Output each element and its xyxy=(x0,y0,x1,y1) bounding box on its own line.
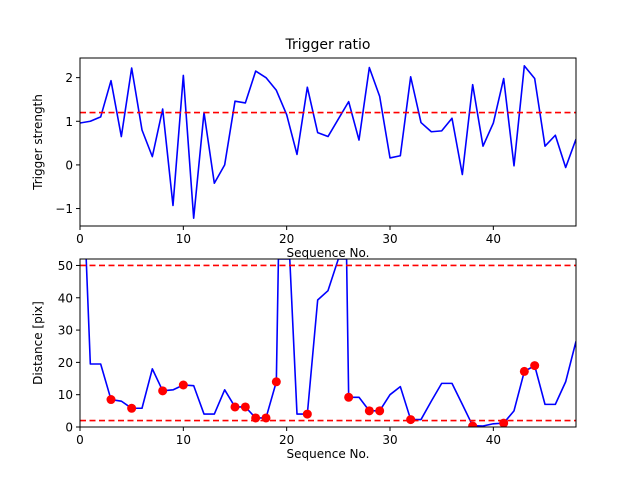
y-tick-label: 30 xyxy=(58,324,73,338)
scatter-point xyxy=(230,402,240,412)
y-tick-label: −1 xyxy=(55,202,73,216)
series-line xyxy=(85,259,576,427)
scatter-point xyxy=(302,409,312,419)
plot-area xyxy=(80,65,576,219)
distance-plot: Sequence No. Distance [pix] 0 10 20 30 40 0 10… xyxy=(31,258,577,461)
y-tick-label: 2 xyxy=(65,71,73,85)
y-tick-label: 20 xyxy=(58,356,73,370)
y-tick-label: 40 xyxy=(58,291,73,305)
y-tick-label: 0 xyxy=(65,158,73,172)
y-tick-label: 50 xyxy=(58,259,73,273)
x-tick-label: 30 xyxy=(382,433,397,447)
x-axis-label: Sequence No. xyxy=(287,246,370,260)
scatter-point xyxy=(178,380,188,390)
x-tick-label: 40 xyxy=(486,433,501,447)
axes-frame xyxy=(79,258,577,428)
scatter-point xyxy=(375,406,385,416)
y-axis-label: Trigger strength xyxy=(31,94,45,191)
y-tick-label: 0 xyxy=(65,421,73,435)
x-tick-label: 20 xyxy=(279,433,294,447)
scatter-point xyxy=(530,361,540,371)
scatter-point xyxy=(468,421,478,427)
x-tick-label: 40 xyxy=(486,232,501,246)
x-tick-label: 0 xyxy=(76,232,84,246)
x-axis-label: Sequence No. xyxy=(287,447,370,461)
x-tick-label: 0 xyxy=(76,433,84,447)
x-tick-label: 30 xyxy=(382,232,397,246)
y-tick-label: 10 xyxy=(58,388,73,402)
y-tick-label: 1 xyxy=(65,115,73,129)
scatter-point xyxy=(158,386,168,396)
x-tick-label: 10 xyxy=(176,433,191,447)
scatter-point xyxy=(519,366,529,376)
plot-title: Trigger ratio xyxy=(284,37,370,53)
scatter-point xyxy=(364,406,374,416)
scatter-point xyxy=(406,415,416,425)
axes-frame xyxy=(79,57,577,227)
scatter-point xyxy=(127,403,137,413)
scatter-point xyxy=(344,392,354,402)
y-axis-label: Distance [pix] xyxy=(31,301,45,385)
scatter-point xyxy=(240,402,250,412)
x-tick-label: 10 xyxy=(176,232,191,246)
plot-area xyxy=(80,259,576,427)
trigger-ratio-plot: Trigger ratio Sequence No. Trigger stren… xyxy=(31,37,577,260)
series-line xyxy=(80,65,576,219)
x-tick-label: 20 xyxy=(279,232,294,246)
scatter-point xyxy=(106,395,116,405)
scatter-point xyxy=(271,377,281,387)
